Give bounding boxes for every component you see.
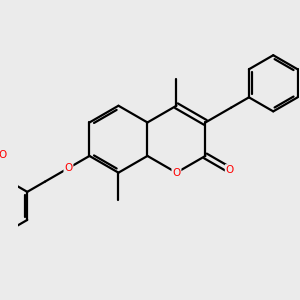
Text: O: O [172, 168, 181, 178]
Text: O: O [226, 165, 234, 175]
Text: O: O [64, 163, 73, 173]
Text: O: O [0, 150, 7, 160]
